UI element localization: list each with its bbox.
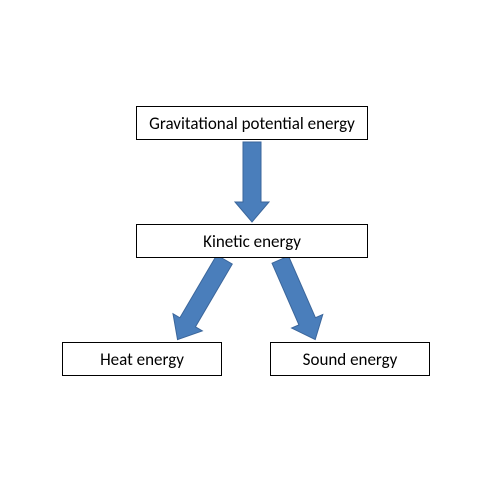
node-heat-energy: Heat energy <box>62 342 222 376</box>
arrow-mid-to-left <box>171 253 234 342</box>
node-label: Kinetic energy <box>203 231 301 252</box>
arrow-top-to-mid <box>233 140 271 224</box>
diagram-canvas: Gravitational potential energy Kinetic e… <box>0 0 500 500</box>
node-label: Heat energy <box>100 349 184 370</box>
node-gravitational-potential-energy: Gravitational potential energy <box>136 106 368 140</box>
node-sound-energy: Sound energy <box>270 342 430 376</box>
arrow-mid-to-right <box>270 254 325 342</box>
node-kinetic-energy: Kinetic energy <box>136 224 368 258</box>
node-label: Sound energy <box>303 349 398 370</box>
node-label: Gravitational potential energy <box>149 113 355 134</box>
